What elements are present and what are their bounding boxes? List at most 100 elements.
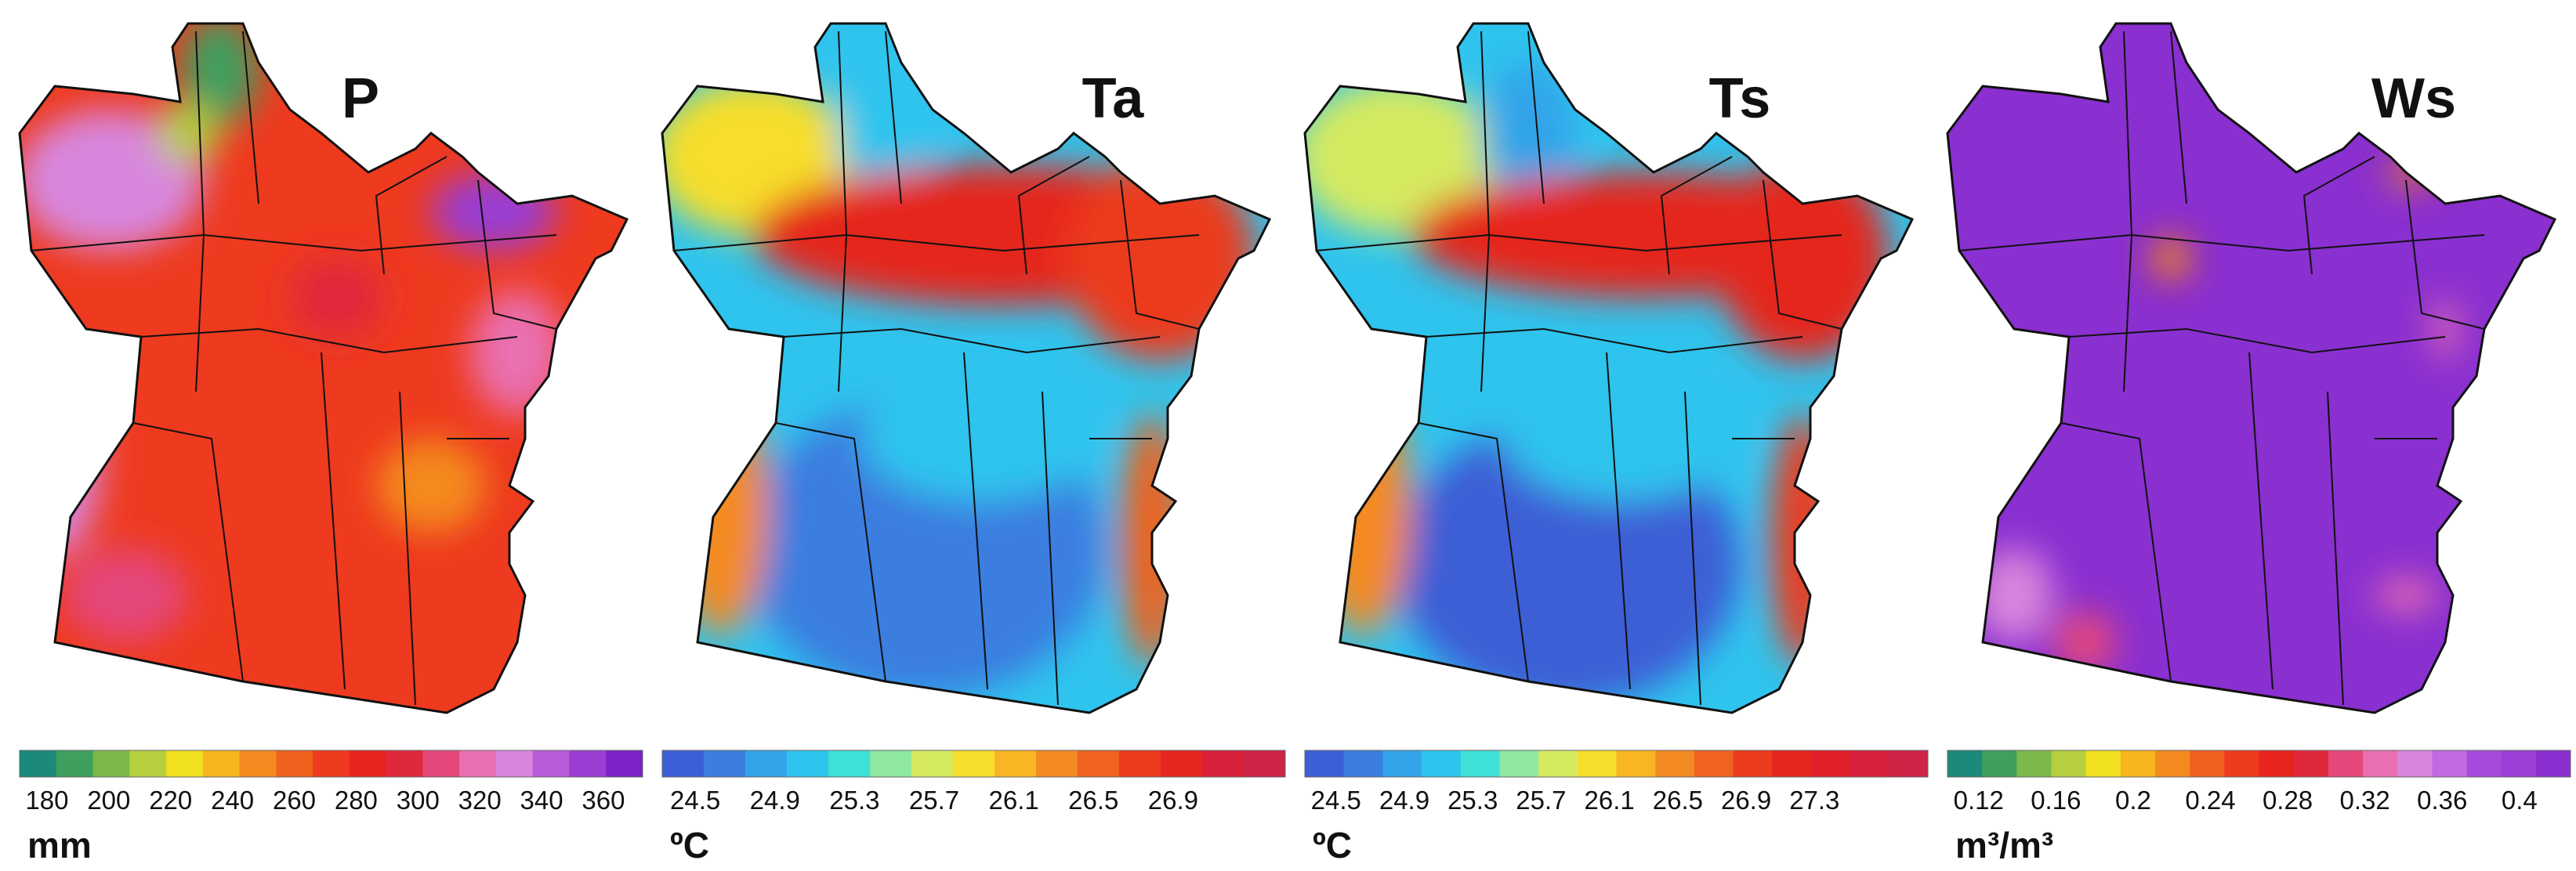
- colorbar-segment: [953, 750, 995, 777]
- municipal-border: [783, 327, 1161, 354]
- municipal-border: [775, 422, 886, 682]
- colorbar-segment: [422, 750, 460, 777]
- colorbar-segment: [1460, 750, 1500, 777]
- colorbar-segment: [1036, 750, 1078, 777]
- municipal-border: [1958, 233, 2485, 252]
- field-blob: [157, 102, 219, 164]
- colorbar-segment: [2085, 750, 2121, 777]
- municipal-border: [2248, 352, 2273, 690]
- colorbar-segment: [386, 750, 423, 777]
- field-blob: [20, 110, 204, 251]
- field-blob: [1317, 384, 1411, 634]
- colorbar-tick-label: 24.9: [1379, 786, 1429, 815]
- colorbar-segment: [2293, 750, 2329, 777]
- municipal-border: [140, 327, 518, 354]
- colorbar-segment: [1343, 750, 1383, 777]
- field-blob: [1975, 548, 2053, 642]
- colorbar-segment: [276, 750, 313, 777]
- municipal-border: [31, 233, 557, 252]
- colorbar-segment: [2501, 750, 2537, 777]
- colorbar-tick-label: 24.5: [1311, 786, 1361, 815]
- field-blob: [1481, 63, 1575, 204]
- municipal-border: [1606, 352, 1631, 690]
- colorbar-segment: [1733, 750, 1773, 777]
- field-blob: [2433, 298, 2457, 360]
- colorbar-segment: [2328, 750, 2364, 777]
- colorbar-tick-label: 0.2: [2115, 786, 2151, 815]
- municipal-border: [1120, 179, 1200, 330]
- municipal-border: [132, 422, 244, 682]
- field-blob: [20, 352, 102, 556]
- panel-title: Ta: [1082, 67, 1145, 130]
- colorbar-segment: [1161, 750, 1203, 777]
- panel-title: P: [342, 67, 379, 130]
- municipal-border: [399, 391, 416, 706]
- colorbar-tick-label: 26.1: [1585, 786, 1635, 815]
- field-blob: [376, 439, 486, 533]
- colorbar-segment: [1422, 750, 1462, 777]
- field-blob: [1066, 157, 1254, 360]
- municipal-border: [1418, 422, 1529, 682]
- colorbar-segment: [1244, 750, 1286, 777]
- colorbar-tick-label: 24.5: [670, 786, 720, 815]
- map: [20, 23, 627, 713]
- colorbar-tick-label: 220: [149, 786, 192, 815]
- colorbar-segment: [1078, 750, 1120, 777]
- colorbar-segment: [1947, 750, 1983, 777]
- municipal-border: [477, 179, 557, 330]
- municipal-border: [2060, 422, 2172, 682]
- field-blob: [63, 548, 188, 642]
- field-blob: [1771, 415, 1834, 666]
- field-blob: [290, 258, 384, 337]
- colorbar-tick-label: 0.32: [2340, 786, 2390, 815]
- colorbar-tick-label: 0.4: [2502, 786, 2538, 815]
- colorbar-tick-label: 200: [87, 786, 130, 815]
- colorbar-segment: [1202, 750, 1245, 777]
- colorbar-segment: [745, 750, 788, 777]
- municipal-border: [2405, 179, 2485, 330]
- map-panel: Ta: [661, 22, 1271, 714]
- municipal-border: [2068, 327, 2446, 354]
- colorbar-unit: ºC: [670, 825, 709, 866]
- colorbar-segment: [92, 750, 130, 777]
- colorbar-segment: [787, 750, 829, 777]
- colorbar-segment: [2051, 750, 2087, 777]
- colorbar-segment: [239, 750, 277, 777]
- colorbar-segment: [1850, 750, 1889, 777]
- colorbar-segment: [166, 750, 204, 777]
- municipal-border: [673, 233, 1200, 252]
- colorbar-unit: ºC: [1313, 825, 1352, 866]
- colorbar-segment: [20, 750, 57, 777]
- colorbar-tick-label: 340: [520, 786, 563, 815]
- colorbar-frame: [1947, 750, 2571, 778]
- panel-title: Ts: [1709, 67, 1771, 130]
- colorbar-segment: [704, 750, 746, 777]
- colorbar-segment: [2190, 750, 2225, 777]
- colorbar-segment: [2466, 750, 2502, 777]
- colorbar-segment: [1982, 750, 2017, 777]
- colorbar-segment: [2363, 750, 2398, 777]
- colorbar-segment: [459, 750, 497, 777]
- map-panel: P: [18, 22, 629, 714]
- colorbar-segment: [2535, 750, 2571, 777]
- panel-title: Ws: [2371, 67, 2456, 130]
- colorbar-segment: [1889, 750, 1929, 777]
- colorbar-segment: [606, 750, 643, 777]
- colorbar-segment: [2397, 750, 2433, 777]
- field-blob: [2161, 248, 2180, 269]
- field-blob: [1716, 157, 1889, 360]
- colorbar-segment: [1616, 750, 1656, 777]
- map: [1947, 23, 2555, 713]
- field-blob: [862, 376, 1097, 501]
- colorbar-tick-label: 300: [397, 786, 440, 815]
- colorbar-frame: [19, 750, 643, 778]
- municipal-border: [375, 156, 447, 275]
- colorbar-tick-label: 240: [211, 786, 254, 815]
- map-pattern: [1305, 63, 1889, 705]
- municipal-border: [242, 31, 259, 204]
- colorbar-segment: [1772, 750, 1812, 777]
- colorbar-segment: [129, 750, 167, 777]
- municipal-border: [963, 352, 988, 690]
- colorbar-frame: [1304, 750, 1929, 778]
- colorbar-tick-label: 25.3: [829, 786, 879, 815]
